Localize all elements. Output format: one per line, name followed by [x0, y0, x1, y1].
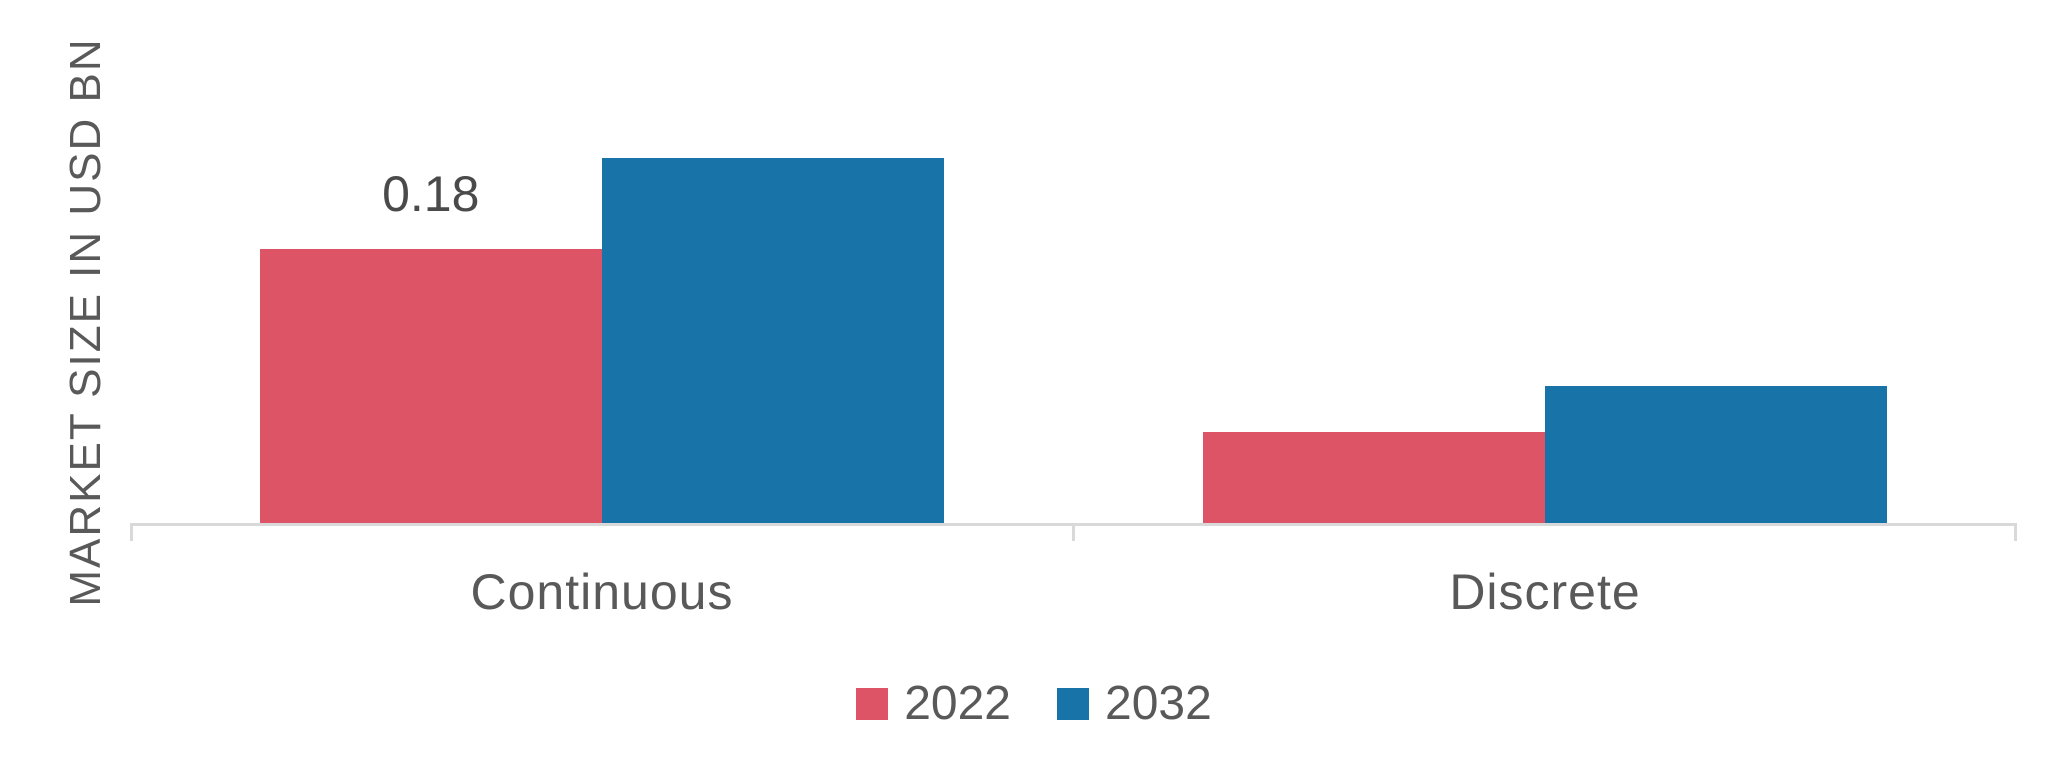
category-label-discrete: Discrete: [1449, 564, 1641, 620]
bar-value-label: 0.18: [382, 166, 480, 222]
axis-tick: [1072, 523, 1075, 541]
axis-tick: [130, 523, 133, 541]
legend-item-2022: 2022: [856, 676, 1011, 731]
category-label-continuous: Continuous: [470, 564, 734, 620]
legend-item-2032: 2032: [1057, 676, 1212, 731]
legend-swatch-2032-icon: [1057, 687, 1089, 720]
bar-continuous-2032: [601, 158, 944, 523]
axis-tick: [2014, 523, 2017, 541]
legend-label-2022: 2022: [904, 677, 1011, 730]
y-axis-label: MARKET SIZE IN USD BN: [61, 37, 110, 607]
legend: 2022 2032: [0, 676, 2068, 731]
bar-discrete-2022: [1203, 432, 1546, 523]
bar-continuous-2022: 0.18: [259, 166, 602, 523]
legend-label-2032: 2032: [1105, 677, 1212, 730]
bar-discrete-2032: [1545, 386, 1888, 523]
legend-swatch-2022-icon: [856, 687, 889, 720]
